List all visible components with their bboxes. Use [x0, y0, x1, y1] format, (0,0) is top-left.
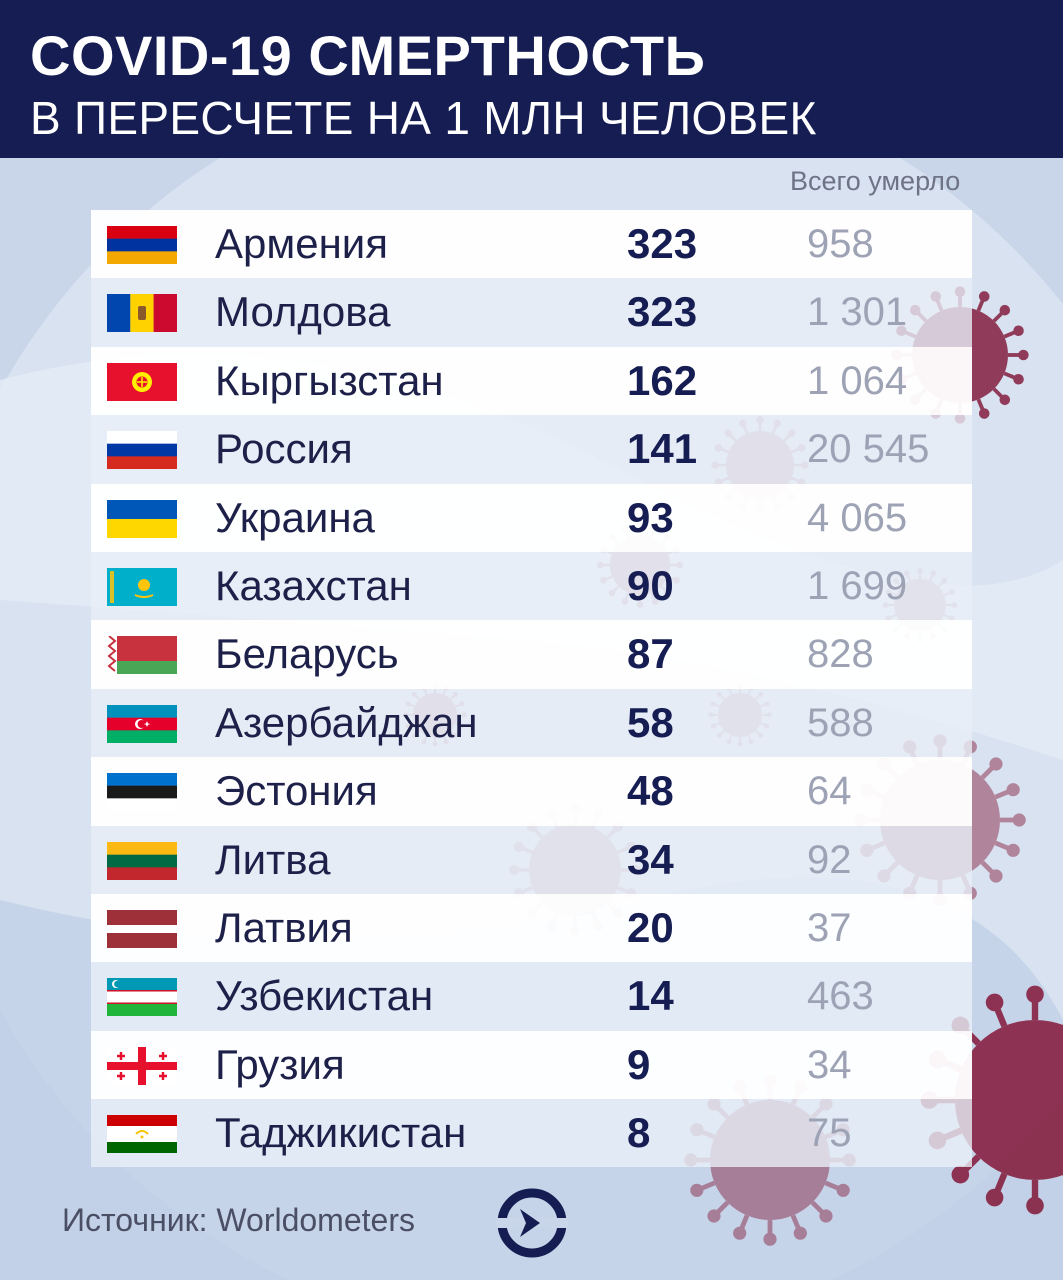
latvia-flag-icon — [107, 909, 177, 948]
column-header-total-deaths: Всего умерло — [790, 166, 961, 196]
deaths-per-million: 162 — [627, 356, 698, 404]
table-row: Кыргызстан 162 1 064 — [91, 346, 972, 416]
deaths-per-million: 58 — [627, 698, 674, 746]
page-title: COVID-19 СМЕРТНОСТЬ — [30, 24, 706, 87]
uzbekistan-flag-icon — [107, 978, 177, 1017]
country-name: Казахстан — [215, 561, 412, 609]
country-name: Украина — [215, 493, 375, 541]
table-row: Казахстан 90 1 699 — [91, 551, 972, 621]
belarus-flag-icon — [107, 636, 177, 675]
total-deaths: 20 545 — [807, 427, 930, 472]
total-deaths: 828 — [807, 632, 874, 677]
country-name: Россия — [215, 425, 353, 473]
table-row: Грузия 9 34 — [91, 1030, 972, 1100]
total-deaths: 958 — [807, 222, 874, 266]
country-name: Азербайджан — [215, 698, 478, 746]
mortality-table: Армения 323 958 Молдова 323 1 301 Кыргызстан 16… — [91, 210, 972, 1168]
total-deaths: 1 699 — [807, 563, 908, 608]
country-name: Литва — [215, 835, 331, 883]
table-row: Армения 323 958 — [91, 210, 972, 279]
total-deaths: 463 — [807, 974, 874, 1019]
country-name: Армения — [215, 220, 389, 267]
total-deaths: 92 — [807, 837, 852, 882]
header-banner: COVID-19 СМЕРТНОСТЬ В ПЕРЕСЧЕТЕ НА 1 МЛН… — [0, 0, 1063, 158]
table-row: Молдова 323 1 301 — [91, 278, 972, 347]
georgia-flag-icon — [107, 1046, 177, 1085]
page-subtitle: В ПЕРЕСЧЕТЕ НА 1 МЛН ЧЕЛОВЕК — [30, 92, 817, 144]
armenia-flag-icon — [107, 226, 177, 264]
azerbaijan-flag-icon — [107, 704, 177, 743]
deaths-per-million: 9 — [627, 1040, 651, 1088]
tajikistan-flag-icon — [107, 1115, 177, 1154]
country-name: Беларусь — [215, 630, 399, 678]
lithuania-flag-icon — [107, 841, 177, 880]
deaths-per-million: 90 — [627, 561, 674, 609]
total-deaths: 64 — [807, 769, 852, 814]
total-deaths: 1 301 — [807, 290, 908, 335]
deaths-per-million: 8 — [627, 1109, 651, 1157]
kyrgyzstan-flag-icon — [107, 362, 177, 401]
ukraine-flag-icon — [107, 499, 177, 538]
table-row: Россия 141 20 545 — [91, 415, 972, 484]
source-note: Источник: Worldometers — [62, 1202, 415, 1238]
total-deaths: 4 065 — [807, 495, 908, 540]
country-name: Молдова — [215, 288, 391, 336]
table-row: Узбекистан 14 463 — [91, 962, 972, 1031]
estonia-flag-icon — [107, 773, 177, 812]
russia-flag-icon — [107, 431, 177, 470]
total-deaths: 75 — [807, 1111, 852, 1156]
deaths-per-million: 14 — [627, 972, 674, 1020]
deaths-per-million: 34 — [627, 835, 674, 883]
table-row: Эстония 48 64 — [91, 757, 972, 826]
total-deaths: 34 — [807, 1042, 852, 1087]
table-row: Латвия 20 37 — [91, 893, 972, 963]
deaths-per-million: 48 — [627, 767, 674, 815]
total-deaths: 37 — [807, 905, 852, 950]
deaths-per-million: 141 — [627, 425, 698, 473]
deaths-per-million: 93 — [627, 493, 674, 541]
logo-icon — [496, 1188, 568, 1258]
country-name: Кыргызстан — [215, 356, 444, 404]
table-row: Украина 93 4 065 — [91, 483, 972, 552]
total-deaths: 588 — [807, 700, 874, 745]
country-name: Узбекистан — [215, 972, 434, 1020]
table-row: Азербайджан 58 588 — [91, 688, 972, 758]
table-row: Литва 34 92 — [91, 825, 972, 894]
deaths-per-million: 323 — [627, 288, 698, 336]
deaths-per-million: 323 — [627, 220, 698, 267]
moldova-flag-icon — [107, 294, 177, 333]
table-row: Беларусь 87 828 — [91, 620, 972, 689]
country-name: Грузия — [215, 1040, 345, 1088]
country-name: Эстония — [215, 767, 378, 815]
deaths-per-million: 87 — [627, 630, 674, 678]
deaths-per-million: 20 — [627, 903, 674, 951]
total-deaths: 1 064 — [807, 358, 908, 403]
country-name: Латвия — [215, 903, 353, 951]
kazakhstan-flag-icon — [107, 567, 177, 606]
country-name: Таджикистан — [215, 1109, 467, 1157]
table-row: Таджикистан 8 75 — [91, 1099, 972, 1168]
